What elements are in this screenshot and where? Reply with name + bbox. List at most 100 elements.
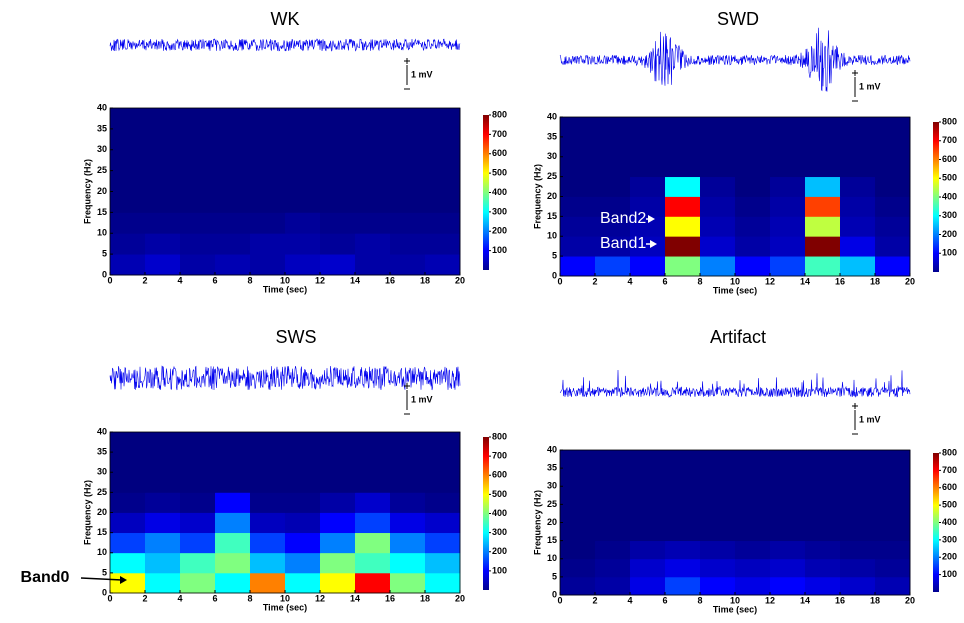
heatmap-cell xyxy=(805,156,841,178)
heatmap-cell xyxy=(320,432,356,453)
colorbar-tick-label: 200 xyxy=(492,226,507,236)
heatmap-cell xyxy=(320,233,356,255)
plot-frame xyxy=(559,449,911,596)
heatmap-cell xyxy=(735,216,771,237)
heatmap-cell xyxy=(875,558,911,578)
heatmap-cell xyxy=(665,176,701,197)
heatmap-cell xyxy=(875,236,911,257)
heatmap-cell xyxy=(700,486,736,505)
heatmap-cell xyxy=(665,117,701,138)
heatmap-cell xyxy=(665,504,701,523)
heatmap-cell xyxy=(215,472,251,493)
y-tick-label: 0 xyxy=(552,270,557,280)
heatmap-cell xyxy=(425,108,461,130)
colorbar-tick-label: 500 xyxy=(942,173,957,183)
x-tick-label: 14 xyxy=(350,275,360,285)
heatmap-cell xyxy=(215,492,251,513)
heatmap-cell xyxy=(875,196,911,217)
eeg-trace xyxy=(109,38,461,52)
x-tick-label: 16 xyxy=(385,275,395,285)
heatmap-cell xyxy=(355,492,391,513)
heatmap-cell xyxy=(145,552,181,574)
heatmap-cell xyxy=(630,156,666,178)
x-axis-label: Time (sec) xyxy=(713,604,757,614)
heatmap-cell xyxy=(320,492,356,513)
heatmap-cell xyxy=(110,552,146,574)
y-tick-label: 5 xyxy=(102,567,107,577)
heatmap-cell xyxy=(425,452,461,473)
x-tick-label: 2 xyxy=(592,595,597,605)
heatmap-cell xyxy=(425,432,461,453)
x-axis-label: Time (sec) xyxy=(263,284,307,294)
heatmap-cell xyxy=(285,170,321,192)
panel-title: SWD xyxy=(717,9,759,29)
heatmap-cell xyxy=(875,486,911,505)
heatmap-cell xyxy=(560,576,596,596)
heatmap-cell xyxy=(110,492,146,513)
heatmap-cell xyxy=(285,432,321,453)
heatmap-cell xyxy=(630,468,666,487)
x-tick-label: 10 xyxy=(730,276,740,286)
heatmap-cell xyxy=(250,452,286,473)
heatmap-cell xyxy=(355,128,391,151)
y-tick-label: 5 xyxy=(552,571,557,581)
heatmap-cell xyxy=(595,236,631,257)
heatmap-cell xyxy=(770,256,806,277)
heatmap-cell xyxy=(630,576,666,596)
x-tick-label: 4 xyxy=(627,595,632,605)
y-tick-label: 30 xyxy=(97,467,107,477)
x-tick-label: 0 xyxy=(557,276,562,286)
heatmap-cell xyxy=(875,504,911,523)
heatmap-cell xyxy=(560,468,596,487)
x-tick-label: 16 xyxy=(385,593,395,603)
y-tick-label: 15 xyxy=(547,535,557,545)
heatmap-cell xyxy=(180,170,216,192)
heatmap-cell xyxy=(735,256,771,277)
heatmap-cell xyxy=(285,212,321,234)
heatmap-cell xyxy=(735,117,771,138)
heatmap-cell xyxy=(595,504,631,523)
y-tick-label: 25 xyxy=(547,499,557,509)
heatmap-cell xyxy=(110,170,146,192)
heatmap-cell xyxy=(875,156,911,178)
heatmap-cell xyxy=(215,191,251,213)
heatmap-cell xyxy=(180,492,216,513)
heatmap-cell xyxy=(770,117,806,138)
heatmap-cell xyxy=(665,522,701,542)
x-tick-label: 14 xyxy=(800,595,810,605)
heatmap-cell xyxy=(630,196,666,217)
heatmap-cell xyxy=(285,452,321,473)
colorbar-tick-label: 600 xyxy=(492,470,507,480)
heatmap-cell xyxy=(770,450,806,469)
heatmap-cell xyxy=(840,540,876,560)
heatmap-cell xyxy=(560,156,596,178)
heatmap-cell xyxy=(320,128,356,151)
heatmap-cell xyxy=(595,558,631,578)
heatmap-cell xyxy=(355,212,391,234)
heatmap-cell xyxy=(145,532,181,554)
x-tick-label: 18 xyxy=(420,593,430,603)
heatmap-cell xyxy=(250,212,286,234)
heatmap-cell xyxy=(355,532,391,554)
x-tick-label: 2 xyxy=(592,276,597,286)
heatmap-cell xyxy=(840,196,876,217)
heatmap-cell xyxy=(180,233,216,255)
heatmap-cell xyxy=(180,149,216,172)
heatmap-cell xyxy=(595,450,631,469)
heatmap-cell xyxy=(770,196,806,217)
heatmap-cell xyxy=(355,472,391,493)
colorbar-tick-label: 800 xyxy=(942,447,957,457)
heatmap-cell xyxy=(805,522,841,542)
heatmap-cell xyxy=(595,256,631,277)
heatmap-cell xyxy=(700,558,736,578)
heatmap-cell xyxy=(770,486,806,505)
heatmap-cell xyxy=(665,486,701,505)
heatmap-cell xyxy=(250,532,286,554)
heatmap-cell xyxy=(665,216,701,237)
x-tick-label: 8 xyxy=(247,593,252,603)
heatmap-cell xyxy=(320,170,356,192)
heatmap-cell xyxy=(180,512,216,534)
heatmap-cell xyxy=(355,233,391,255)
colorbar-tick-label: 100 xyxy=(942,248,957,258)
y-tick-label: 35 xyxy=(547,463,557,473)
